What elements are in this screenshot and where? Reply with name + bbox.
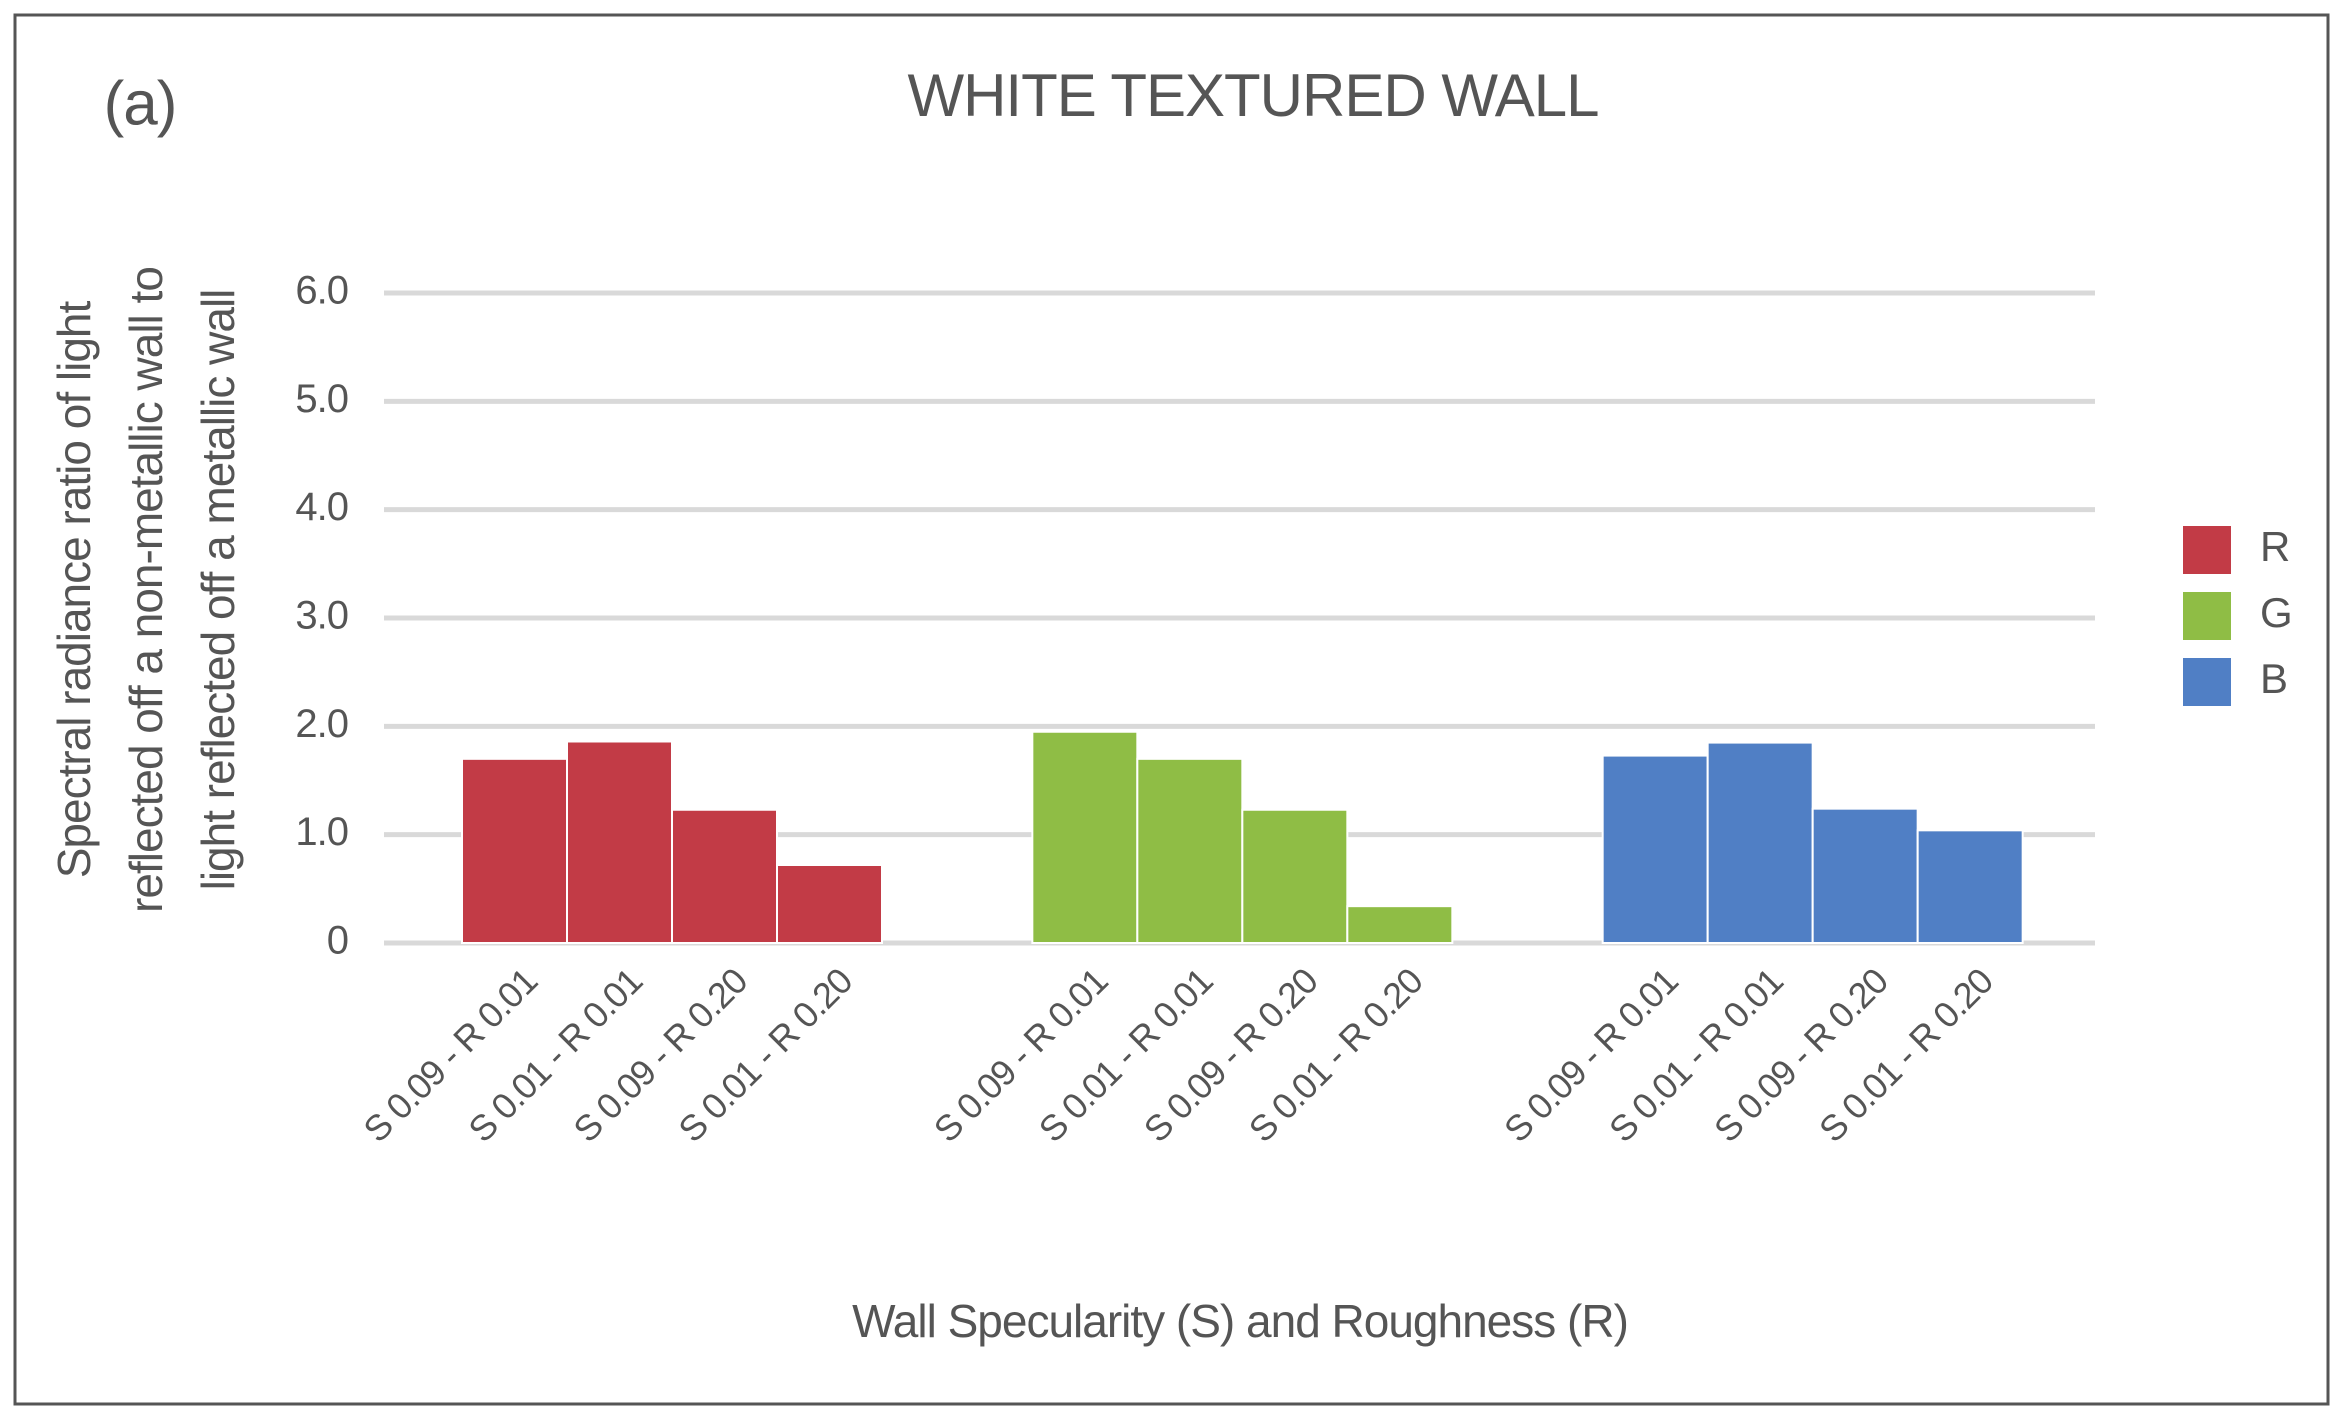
legend-swatch xyxy=(2183,592,2231,640)
bar xyxy=(1811,807,1919,945)
bar xyxy=(1916,829,2024,944)
y-tick-label: 1.0 xyxy=(295,810,348,854)
bar xyxy=(776,864,883,944)
legend-swatch xyxy=(2183,526,2231,574)
bar xyxy=(1136,757,1244,944)
panel-label: (a) xyxy=(104,69,177,138)
bar xyxy=(1706,741,1814,944)
y-tick-label: 6.0 xyxy=(295,269,348,313)
legend-label: B xyxy=(2260,655,2287,702)
y-tick-label: 2.0 xyxy=(295,702,348,746)
chart-frame xyxy=(13,13,2330,1406)
bar xyxy=(566,740,673,944)
chart-title: WHITE TEXTURED WALL xyxy=(907,62,1598,129)
y-tick-label: 5.0 xyxy=(295,377,348,421)
y-axis-title: light reflected off a metallic wall xyxy=(192,290,244,891)
bar xyxy=(461,757,568,944)
bar xyxy=(671,808,778,944)
y-tick-label: 4.0 xyxy=(295,485,348,529)
bar xyxy=(1601,754,1709,944)
bar xyxy=(1346,905,1454,945)
legend-swatch xyxy=(2183,658,2231,706)
legend-label: G xyxy=(2260,589,2292,636)
x-axis-title: Wall Specularity (S) and Roughness (R) xyxy=(852,1295,1628,1347)
y-axis-title: reflected off a non-metallic wall to xyxy=(120,267,172,913)
y-tick-label: 0 xyxy=(327,919,348,963)
bar xyxy=(1031,730,1139,944)
y-tick-label: 3.0 xyxy=(295,594,348,638)
bar xyxy=(1241,808,1349,944)
y-axis-title: Spectral radiance ratio of light xyxy=(48,301,100,879)
legend-label: R xyxy=(2260,523,2289,570)
